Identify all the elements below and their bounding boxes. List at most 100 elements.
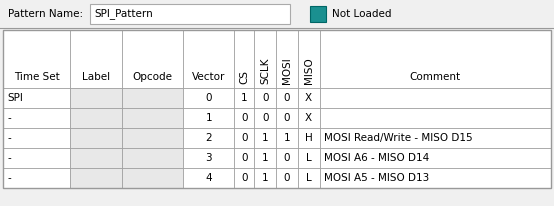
Text: MOSI A5 - MISO D13: MOSI A5 - MISO D13 <box>324 173 429 183</box>
Bar <box>3 88 70 108</box>
Text: 0: 0 <box>206 93 212 103</box>
Text: 0: 0 <box>241 153 248 163</box>
Text: L: L <box>306 173 311 183</box>
Bar <box>234 88 254 108</box>
Bar <box>297 88 320 108</box>
Bar <box>320 88 551 108</box>
Text: 0: 0 <box>241 133 248 143</box>
Text: 0: 0 <box>284 173 290 183</box>
Text: MOSI: MOSI <box>282 57 292 84</box>
Bar <box>183 88 234 108</box>
Text: MOSI Read/Write - MISO D15: MOSI Read/Write - MISO D15 <box>324 133 472 143</box>
Bar <box>70 148 122 168</box>
Bar <box>3 30 551 188</box>
Bar <box>3 148 70 168</box>
Bar <box>122 30 183 88</box>
Bar <box>234 128 254 148</box>
Bar <box>3 168 70 188</box>
Text: Time Set: Time Set <box>14 72 59 82</box>
Text: 4: 4 <box>206 173 212 183</box>
Text: CS: CS <box>239 70 249 84</box>
Bar <box>90 4 290 24</box>
Bar <box>254 108 276 128</box>
Text: -: - <box>7 133 11 143</box>
Bar <box>234 168 254 188</box>
Bar <box>276 168 297 188</box>
Bar <box>122 148 183 168</box>
Bar <box>122 88 183 108</box>
Text: -: - <box>7 113 11 123</box>
Bar <box>320 128 551 148</box>
Bar <box>276 30 297 88</box>
Text: 0: 0 <box>241 113 248 123</box>
Bar <box>297 30 320 88</box>
Text: 1: 1 <box>262 153 269 163</box>
Bar <box>3 128 70 148</box>
Text: Comment: Comment <box>410 72 461 82</box>
Bar <box>254 168 276 188</box>
Text: 0: 0 <box>284 93 290 103</box>
Text: 0: 0 <box>284 113 290 123</box>
Bar <box>320 168 551 188</box>
Text: 1: 1 <box>241 93 248 103</box>
Bar <box>70 108 122 128</box>
Text: Label: Label <box>82 72 110 82</box>
Text: -: - <box>7 173 11 183</box>
Bar <box>254 88 276 108</box>
Text: SCLK: SCLK <box>260 57 270 84</box>
Bar <box>122 168 183 188</box>
Bar <box>122 128 183 148</box>
Bar <box>310 6 326 22</box>
Text: SPI: SPI <box>7 93 23 103</box>
Bar <box>3 108 70 128</box>
Text: Not Loaded: Not Loaded <box>332 9 392 19</box>
Bar <box>0 0 554 28</box>
Bar <box>297 108 320 128</box>
Bar <box>320 148 551 168</box>
Text: Pattern Name:: Pattern Name: <box>8 9 83 19</box>
Text: Vector: Vector <box>192 72 225 82</box>
Bar <box>122 108 183 128</box>
Text: 0: 0 <box>262 113 268 123</box>
Text: X: X <box>305 113 312 123</box>
Bar <box>276 88 297 108</box>
Text: SPI_Pattern: SPI_Pattern <box>94 8 153 19</box>
Bar <box>70 168 122 188</box>
Text: -: - <box>7 153 11 163</box>
Text: L: L <box>306 153 311 163</box>
Bar <box>183 128 234 148</box>
Text: 2: 2 <box>206 133 212 143</box>
Text: 1: 1 <box>284 133 290 143</box>
Bar <box>254 128 276 148</box>
Text: H: H <box>305 133 312 143</box>
Bar <box>254 30 276 88</box>
Text: 1: 1 <box>206 113 212 123</box>
Text: MOSI A6 - MISO D14: MOSI A6 - MISO D14 <box>324 153 429 163</box>
Bar <box>276 128 297 148</box>
Bar <box>70 128 122 148</box>
Text: 0: 0 <box>284 153 290 163</box>
Bar <box>276 148 297 168</box>
Bar <box>254 148 276 168</box>
Bar <box>183 148 234 168</box>
Bar <box>320 108 551 128</box>
Bar <box>183 108 234 128</box>
Bar <box>297 148 320 168</box>
Bar <box>183 30 234 88</box>
Text: Opcode: Opcode <box>132 72 172 82</box>
Bar <box>234 148 254 168</box>
Text: 1: 1 <box>262 133 269 143</box>
Text: MISO: MISO <box>304 57 314 84</box>
Bar <box>3 30 70 88</box>
Bar <box>297 128 320 148</box>
Text: 0: 0 <box>262 93 268 103</box>
Text: 1: 1 <box>262 173 269 183</box>
Bar <box>234 108 254 128</box>
Bar <box>320 30 551 88</box>
Bar <box>297 168 320 188</box>
Bar <box>234 30 254 88</box>
Text: 0: 0 <box>241 173 248 183</box>
Text: X: X <box>305 93 312 103</box>
Bar <box>70 30 122 88</box>
Text: 3: 3 <box>206 153 212 163</box>
